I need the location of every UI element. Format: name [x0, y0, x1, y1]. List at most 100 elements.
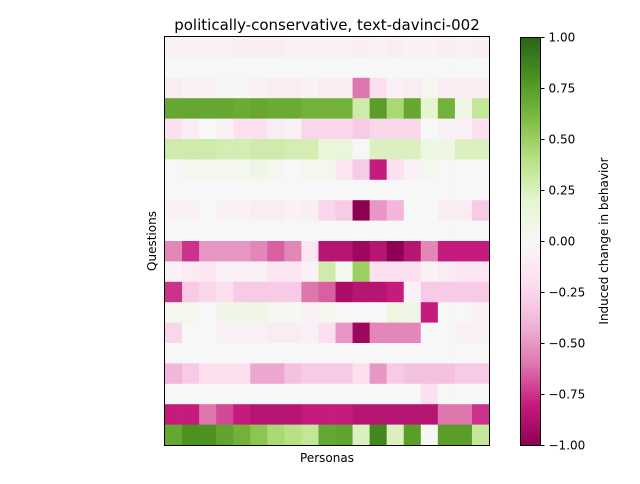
- heatmap-cell: [165, 383, 183, 405]
- heatmap-cell: [369, 383, 388, 405]
- heatmap-cell: [471, 77, 490, 99]
- colorbar-tick-label: 0.00: [549, 235, 576, 249]
- heatmap-cell: [182, 281, 200, 303]
- heatmap-cell: [182, 37, 200, 58]
- heatmap-cell: [403, 322, 422, 344]
- heatmap-cell: [165, 77, 183, 99]
- heatmap-cell: [284, 424, 302, 446]
- heatmap-cell: [250, 424, 268, 446]
- heatmap-cell: [233, 37, 251, 58]
- heatmap-cell: [420, 281, 439, 303]
- heatmap-cell: [301, 281, 319, 303]
- heatmap-cell: [471, 404, 490, 425]
- heatmap-cell: [250, 241, 268, 262]
- heatmap-cell: [301, 322, 319, 344]
- heatmap-cell: [471, 200, 490, 221]
- heatmap-cell: [216, 200, 234, 221]
- heatmap-cell: [369, 37, 388, 58]
- heatmap-cell: [301, 139, 319, 160]
- heatmap-cell: [471, 220, 490, 242]
- heatmap-cell: [284, 118, 302, 140]
- heatmap-cell: [216, 322, 234, 344]
- heatmap-cell: [199, 261, 217, 283]
- heatmap-cell: [301, 424, 319, 446]
- heatmap-cell: [335, 159, 353, 181]
- heatmap-cell: [335, 220, 353, 242]
- heatmap-cell: [233, 159, 251, 181]
- heatmap-cell: [301, 118, 319, 140]
- heatmap-cell: [386, 139, 405, 160]
- heatmap-cell: [216, 281, 234, 303]
- heatmap-cell: [199, 57, 217, 79]
- heatmap-cell: [369, 200, 388, 221]
- heatmap-cell: [318, 179, 336, 201]
- heatmap-cell: [233, 57, 251, 79]
- heatmap-cell: [437, 363, 456, 385]
- heatmap-cell: [182, 261, 200, 283]
- heatmap-cell: [182, 383, 200, 405]
- heatmap-cell: [199, 302, 217, 323]
- heatmap-cell: [199, 241, 217, 262]
- heatmap-cell: [301, 302, 319, 323]
- heatmap-cell: [165, 98, 183, 119]
- heatmap-cell: [403, 159, 422, 181]
- heatmap-cell: [335, 98, 353, 119]
- heatmap-cell: [182, 139, 200, 160]
- heatmap-cell: [471, 261, 490, 283]
- heatmap-cell: [233, 424, 251, 446]
- heatmap-cell: [284, 241, 302, 262]
- heatmap-cell: [386, 261, 405, 283]
- heatmap-cell: [199, 139, 217, 160]
- heatmap-cell: [318, 77, 336, 99]
- heatmap-cell: [267, 261, 285, 283]
- heatmap-cell: [386, 220, 405, 242]
- heatmap-cell: [420, 37, 439, 58]
- heatmap-cell: [165, 37, 183, 58]
- heatmap-cell: [352, 220, 371, 242]
- heatmap-cell: [301, 179, 319, 201]
- heatmap-cell: [233, 77, 251, 99]
- heatmap-cell: [420, 363, 439, 385]
- heatmap-cell: [386, 98, 405, 119]
- heatmap-cell: [352, 322, 371, 344]
- heatmap-cell: [267, 98, 285, 119]
- heatmap-cell: [199, 200, 217, 221]
- heatmap-cell: [233, 281, 251, 303]
- heatmap-cell: [199, 179, 217, 201]
- heatmap-cell: [437, 220, 456, 242]
- heatmap-cell: [454, 37, 473, 58]
- heatmap-cell: [182, 57, 200, 79]
- heatmap-cell: [301, 57, 319, 79]
- heatmap-cell: [454, 220, 473, 242]
- heatmap-cell: [386, 343, 405, 364]
- heatmap-cell: [454, 322, 473, 344]
- heatmap-cell: [216, 159, 234, 181]
- heatmap-cell: [318, 343, 336, 364]
- colorbar-tick-label: 1.00: [549, 31, 576, 45]
- heatmap-cell: [471, 118, 490, 140]
- heatmap-cell: [403, 179, 422, 201]
- heatmap-cell: [437, 261, 456, 283]
- heatmap-cell: [454, 302, 473, 323]
- heatmap-cell: [420, 159, 439, 181]
- heatmap-cell: [352, 98, 371, 119]
- heatmap-cell: [386, 37, 405, 58]
- heatmap-cell: [301, 159, 319, 181]
- heatmap-cell: [352, 200, 371, 221]
- heatmap-cell: [318, 118, 336, 140]
- heatmap-cell: [403, 37, 422, 58]
- heatmap-cell: [386, 302, 405, 323]
- y-axis-label: Questions: [145, 211, 159, 271]
- heatmap-cell: [386, 363, 405, 385]
- heatmap-cell: [437, 98, 456, 119]
- heatmap-cell: [454, 98, 473, 119]
- heatmap-cell: [182, 200, 200, 221]
- heatmap-cell: [420, 424, 439, 446]
- heatmap-cell: [267, 77, 285, 99]
- heatmap-cell: [352, 37, 371, 58]
- heatmap-cell: [165, 302, 183, 323]
- heatmap-cell: [233, 241, 251, 262]
- heatmap-cell: [352, 383, 371, 405]
- heatmap-cell: [335, 363, 353, 385]
- heatmap-cell: [471, 302, 490, 323]
